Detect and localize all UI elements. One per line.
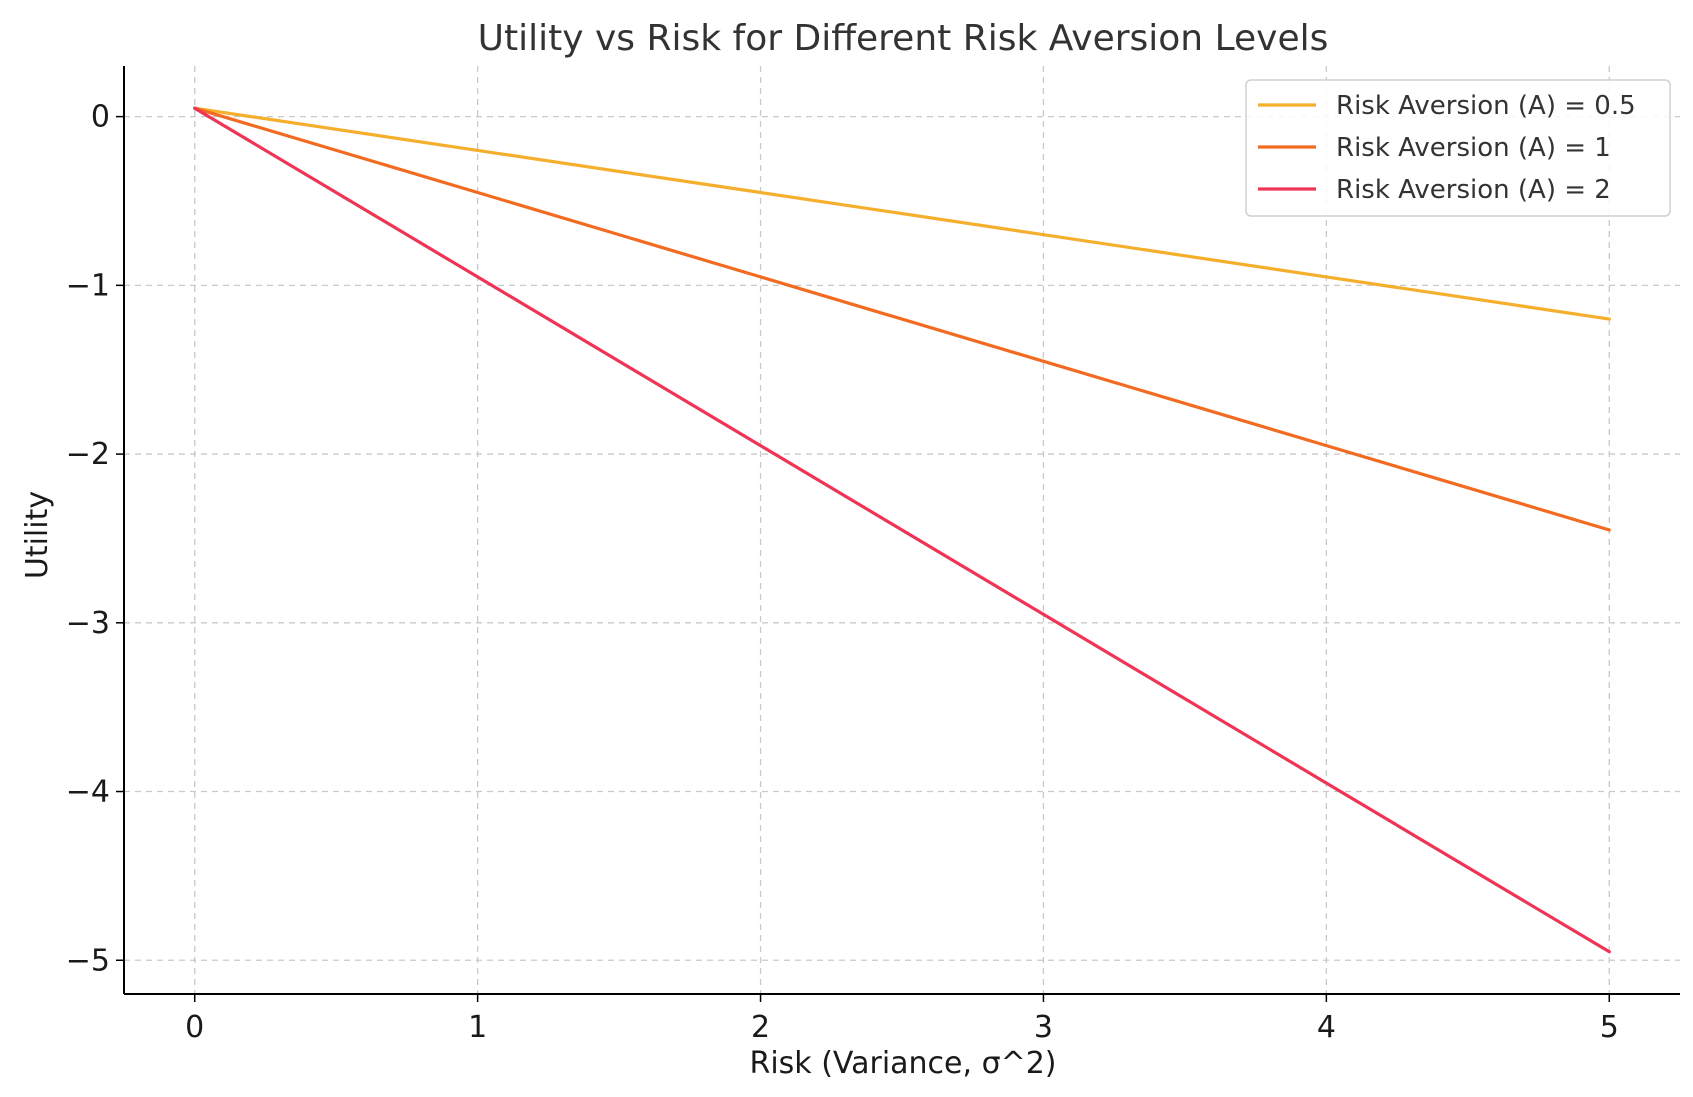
series-line-1: [193, 106, 1611, 532]
series-line-2: [193, 106, 1611, 954]
legend: Risk Aversion (A) = 0.5 Risk Aversion (A)…: [1245, 79, 1671, 217]
x-tick-label-0: 0: [185, 1010, 204, 1045]
tick-labels: 0 1 2 3 4 5 0 −1 −2 −3 −4 −5: [66, 100, 1619, 1045]
y-tick-label-0: 0: [91, 100, 110, 135]
x-tick-label-1: 1: [468, 1010, 487, 1045]
x-tick-label-3: 3: [1034, 1010, 1053, 1045]
x-tick-label-5: 5: [1600, 1010, 1619, 1045]
series-lines: [193, 106, 1611, 954]
x-tick-label-2: 2: [751, 1010, 770, 1045]
y-axis-label: Utility: [20, 491, 55, 579]
y-tick-label-4: −4: [66, 775, 110, 810]
y-tick-label-2: −2: [66, 437, 110, 472]
axes: [116, 66, 1680, 1002]
x-axis-label: Risk (Variance, σ^2): [749, 1046, 1056, 1081]
legend-label-0: Risk Aversion (A) = 0.5: [1336, 91, 1636, 121]
series-line-0: [193, 106, 1611, 321]
legend-box: [1245, 79, 1671, 217]
y-tick-label-3: −3: [66, 606, 110, 641]
chart-title: Utility vs Risk for Different Risk Avers…: [478, 18, 1329, 59]
y-tick-label-1: −1: [66, 268, 110, 303]
legend-label-2: Risk Aversion (A) = 2: [1336, 175, 1611, 205]
legend-label-1: Risk Aversion (A) = 1: [1336, 133, 1611, 163]
x-tick-label-4: 4: [1317, 1010, 1336, 1045]
y-tick-label-5: −5: [66, 943, 110, 978]
